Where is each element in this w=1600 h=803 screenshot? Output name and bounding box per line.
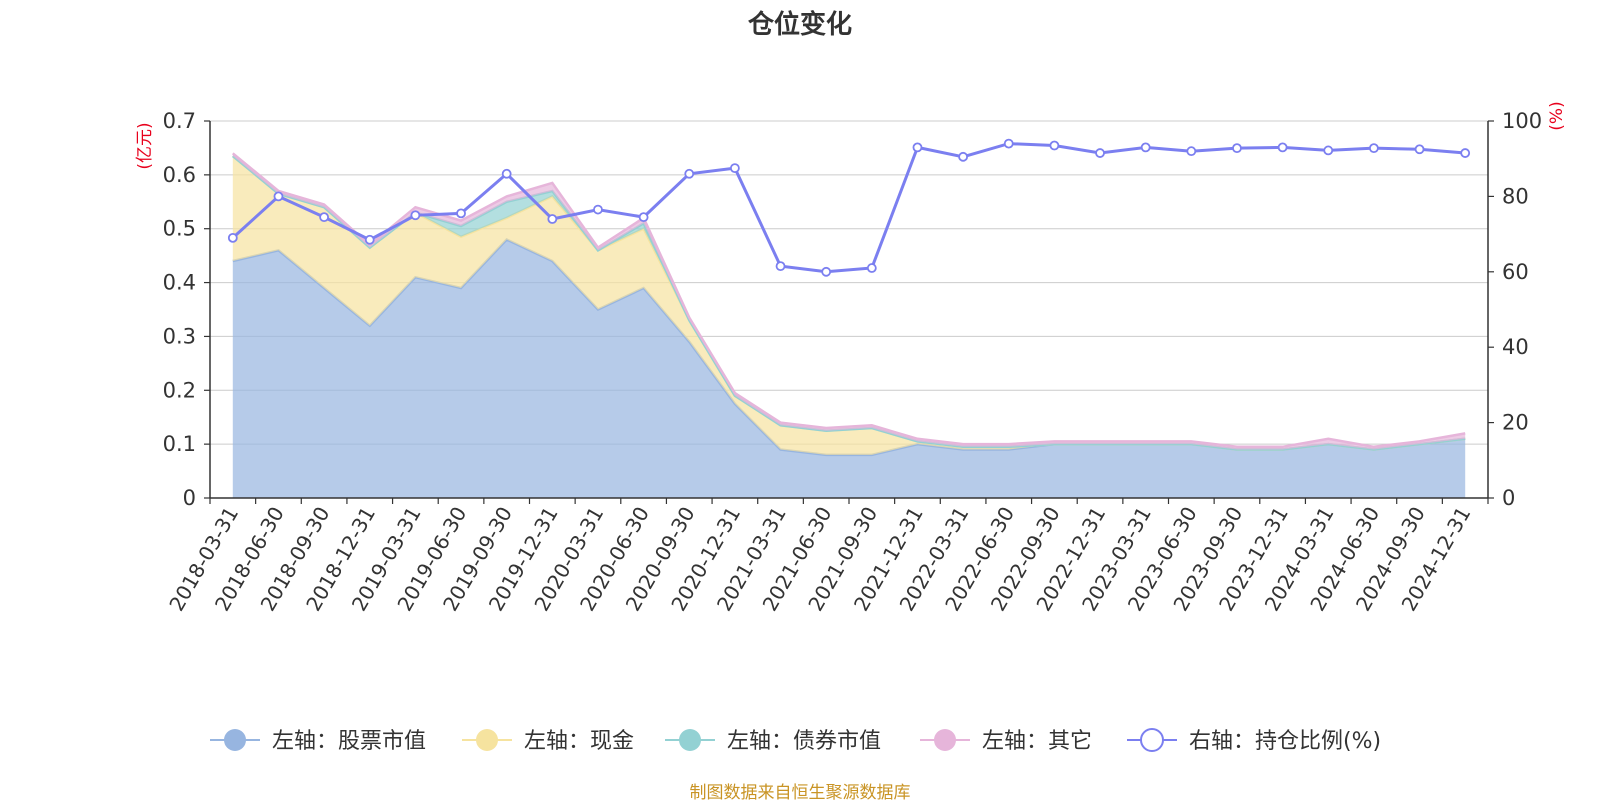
ratio-point bbox=[1232, 143, 1242, 154]
ratio-point bbox=[456, 208, 466, 219]
legend-marker bbox=[476, 729, 498, 751]
ratio-point bbox=[227, 232, 238, 243]
y-right-unit-label: (%) bbox=[1547, 101, 1567, 130]
ratio-point bbox=[1140, 142, 1151, 153]
ratio-point bbox=[1049, 140, 1060, 151]
ratio-point bbox=[775, 261, 786, 272]
ratio-line-path bbox=[231, 142, 1466, 274]
legend-label: 左轴：现金 bbox=[524, 729, 634, 754]
legend-marker bbox=[679, 729, 701, 751]
legend-item[interactable]: 左轴：其它 bbox=[920, 729, 1092, 754]
ratio-point bbox=[410, 210, 421, 221]
y-right-tick-label: 40 bbox=[1502, 335, 1529, 359]
y-right-tick-label: 100 bbox=[1502, 109, 1542, 133]
y-left-tick-label: 0.3 bbox=[163, 324, 196, 348]
ratio-point bbox=[1414, 144, 1425, 155]
ratio-point bbox=[1323, 145, 1334, 156]
ratio-point bbox=[1368, 143, 1379, 154]
ratio-point bbox=[1277, 142, 1288, 153]
y-right-tick-label: 60 bbox=[1502, 260, 1529, 284]
ratio-point bbox=[638, 212, 649, 223]
ratio-point bbox=[364, 234, 375, 245]
legend-label: 左轴：债券市值 bbox=[727, 729, 881, 754]
ratio-point bbox=[1095, 148, 1105, 158]
legend-marker bbox=[934, 729, 956, 751]
ratio-point bbox=[319, 212, 330, 223]
y-left-tick-label: 0.4 bbox=[163, 271, 196, 295]
legend-item[interactable]: 左轴：股票市值 bbox=[210, 729, 426, 754]
y-right-tick-label: 0 bbox=[1502, 486, 1515, 510]
y-left-tick-label: 0.2 bbox=[163, 378, 196, 402]
legend-label: 左轴：股票市值 bbox=[272, 729, 426, 754]
y-left-unit-label: (亿元) bbox=[135, 122, 155, 169]
ratio-line bbox=[227, 138, 1471, 277]
ratio-point bbox=[1460, 148, 1471, 158]
ratio-point bbox=[912, 142, 923, 153]
ratio-point bbox=[501, 168, 512, 179]
legend-label: 右轴：持仓比例(%) bbox=[1189, 729, 1381, 754]
ratio-point bbox=[821, 266, 832, 277]
area-左轴：现金 bbox=[232, 156, 1466, 455]
ratio-point bbox=[273, 191, 284, 202]
y-right-tick-label: 80 bbox=[1502, 184, 1529, 208]
stacked-areas bbox=[232, 152, 1466, 498]
area-左轴：股票市值 bbox=[232, 239, 1466, 498]
legend-label: 左轴：其它 bbox=[982, 729, 1092, 754]
y-left-tick-label: 0.5 bbox=[163, 217, 196, 241]
source-note: 制图数据来自恒生聚源数据库 bbox=[689, 783, 911, 803]
legend-item[interactable]: 左轴：现金 bbox=[462, 729, 634, 754]
y-left-tick-label: 0.6 bbox=[163, 163, 196, 187]
ratio-point bbox=[684, 168, 695, 179]
ratio-point bbox=[593, 204, 603, 215]
legend-marker bbox=[1140, 728, 1164, 752]
legend-item[interactable]: 左轴：债券市值 bbox=[665, 729, 881, 754]
ratio-point bbox=[866, 263, 877, 273]
y-left-tick-label: 0 bbox=[183, 486, 196, 510]
y-left-tick-label: 0.1 bbox=[163, 432, 196, 456]
ratio-point bbox=[1003, 138, 1014, 149]
ratio-point bbox=[958, 151, 969, 162]
legend-marker bbox=[224, 729, 246, 751]
y-right-tick-label: 20 bbox=[1502, 411, 1529, 435]
legend[interactable]: 左轴：股票市值 左轴：现金 左轴：债券市值 左轴：其它 右轴：持仓比例(%) bbox=[210, 728, 1381, 754]
ratio-point bbox=[729, 163, 740, 174]
chart-title: 仓位变化 bbox=[747, 10, 852, 40]
ratio-point bbox=[547, 214, 558, 224]
ratio-point bbox=[1186, 146, 1197, 157]
legend-item[interactable]: 右轴：持仓比例(%) bbox=[1127, 728, 1381, 754]
y-left-tick-label: 0.7 bbox=[163, 109, 196, 133]
